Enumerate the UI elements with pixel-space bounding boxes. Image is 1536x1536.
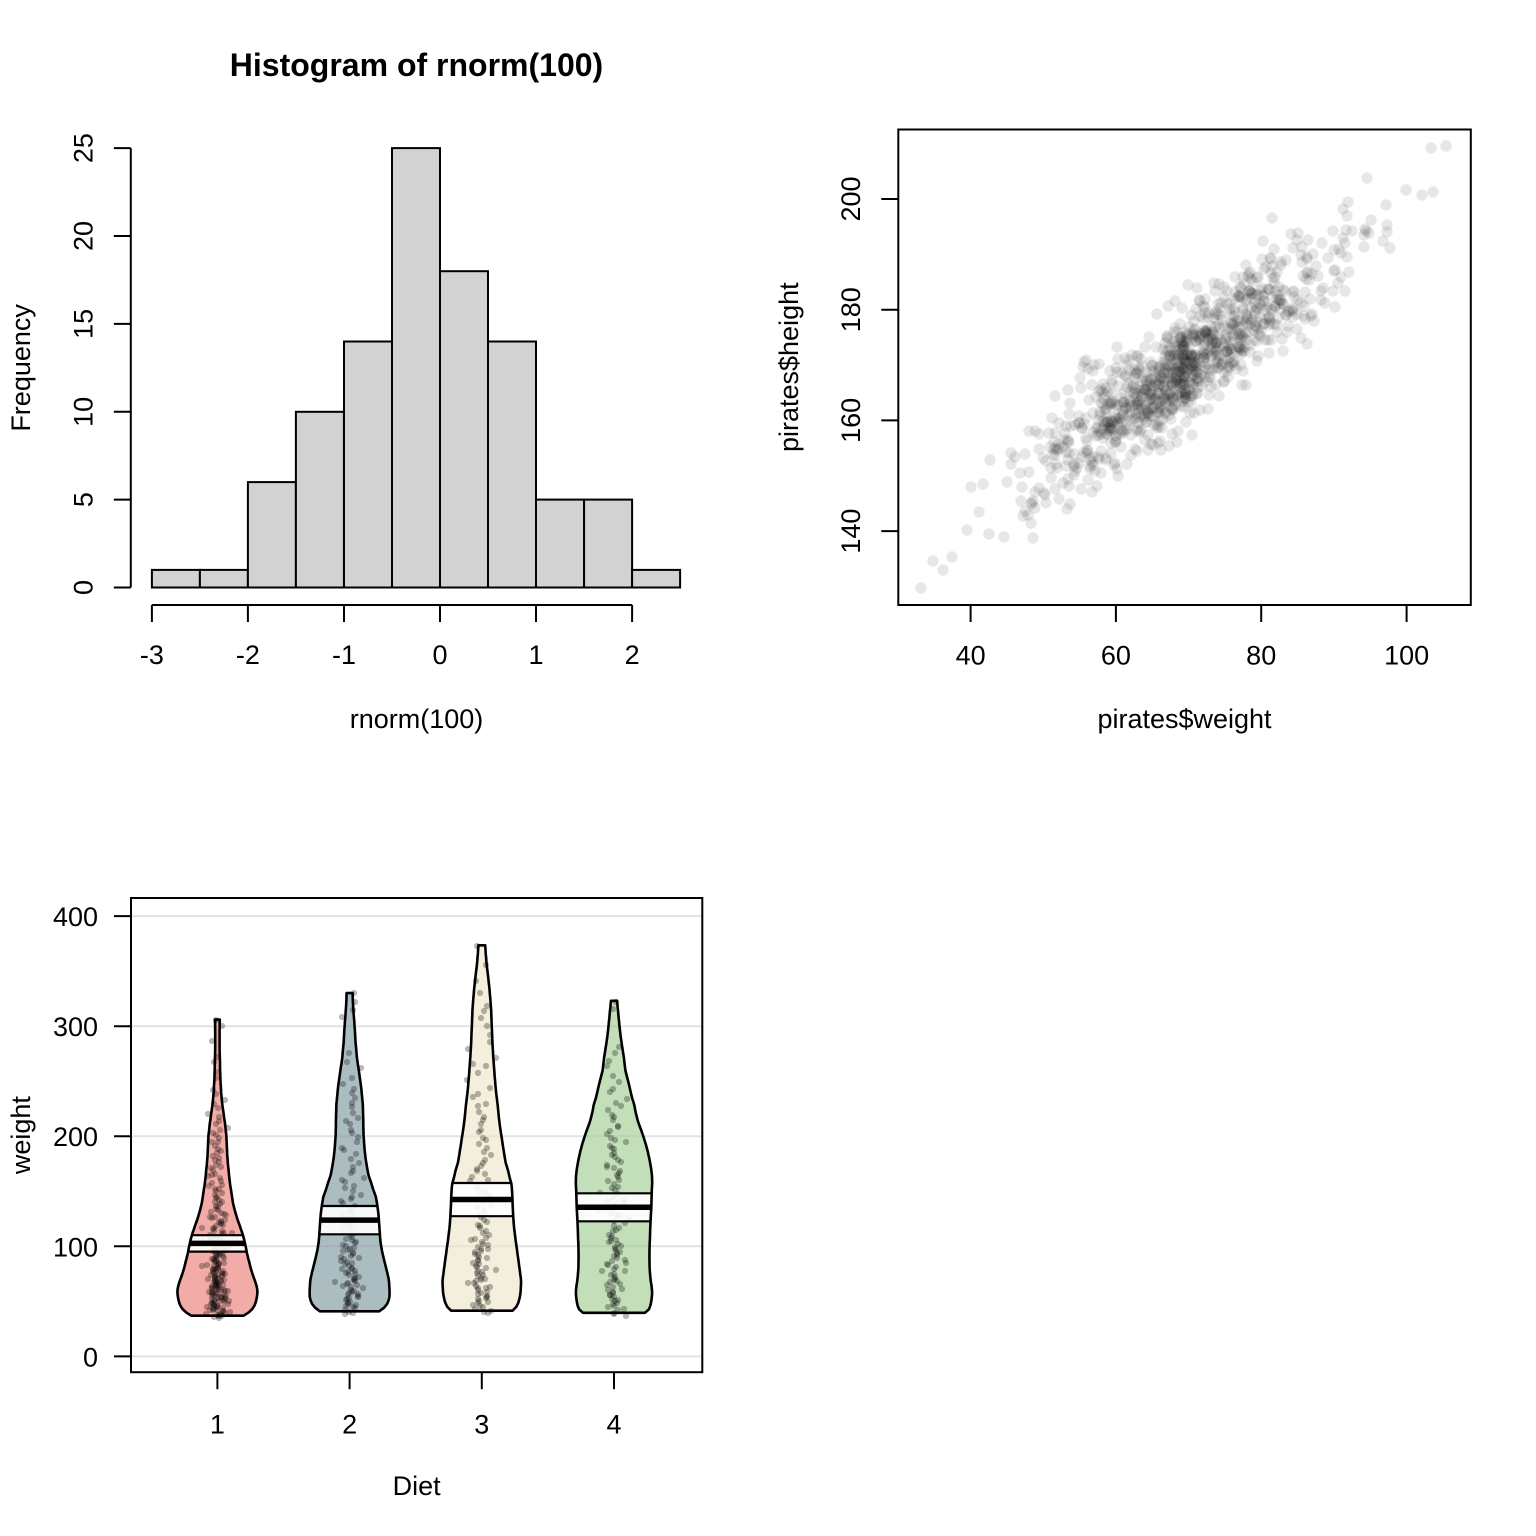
svg-text:Histogram of rnorm(100): Histogram of rnorm(100) xyxy=(230,47,603,83)
svg-text:pirates$height: pirates$height xyxy=(774,282,804,452)
svg-text:1: 1 xyxy=(528,640,543,670)
svg-text:100: 100 xyxy=(1384,641,1429,671)
svg-text:-1: -1 xyxy=(332,640,356,670)
svg-text:2: 2 xyxy=(625,640,640,670)
svg-text:5: 5 xyxy=(69,492,99,507)
svg-text:40: 40 xyxy=(956,641,986,671)
svg-text:Frequency: Frequency xyxy=(6,304,36,432)
svg-text:200: 200 xyxy=(53,1122,98,1152)
svg-text:4: 4 xyxy=(606,1410,621,1440)
svg-text:Diet: Diet xyxy=(393,1471,442,1501)
svg-text:60: 60 xyxy=(1101,641,1131,671)
svg-text:weight: weight xyxy=(6,1096,36,1176)
svg-text:180: 180 xyxy=(836,287,866,332)
svg-text:0: 0 xyxy=(69,580,99,595)
svg-text:15: 15 xyxy=(69,309,99,339)
svg-text:10: 10 xyxy=(69,397,99,427)
svg-text:400: 400 xyxy=(53,902,98,932)
svg-text:pirates$weight: pirates$weight xyxy=(1097,704,1272,734)
svg-text:0: 0 xyxy=(83,1342,98,1372)
svg-text:1: 1 xyxy=(210,1410,225,1440)
svg-text:rnorm(100): rnorm(100) xyxy=(350,704,484,734)
svg-text:80: 80 xyxy=(1246,641,1276,671)
svg-text:100: 100 xyxy=(53,1232,98,1262)
svg-text:300: 300 xyxy=(53,1012,98,1042)
svg-text:-3: -3 xyxy=(140,640,164,670)
svg-text:2: 2 xyxy=(342,1410,357,1440)
svg-text:160: 160 xyxy=(836,398,866,443)
svg-text:20: 20 xyxy=(69,221,99,251)
svg-text:3: 3 xyxy=(474,1410,489,1440)
svg-text:140: 140 xyxy=(836,509,866,554)
svg-text:200: 200 xyxy=(836,176,866,221)
svg-text:-2: -2 xyxy=(236,640,260,670)
svg-text:0: 0 xyxy=(432,640,447,670)
svg-text:25: 25 xyxy=(69,133,99,163)
